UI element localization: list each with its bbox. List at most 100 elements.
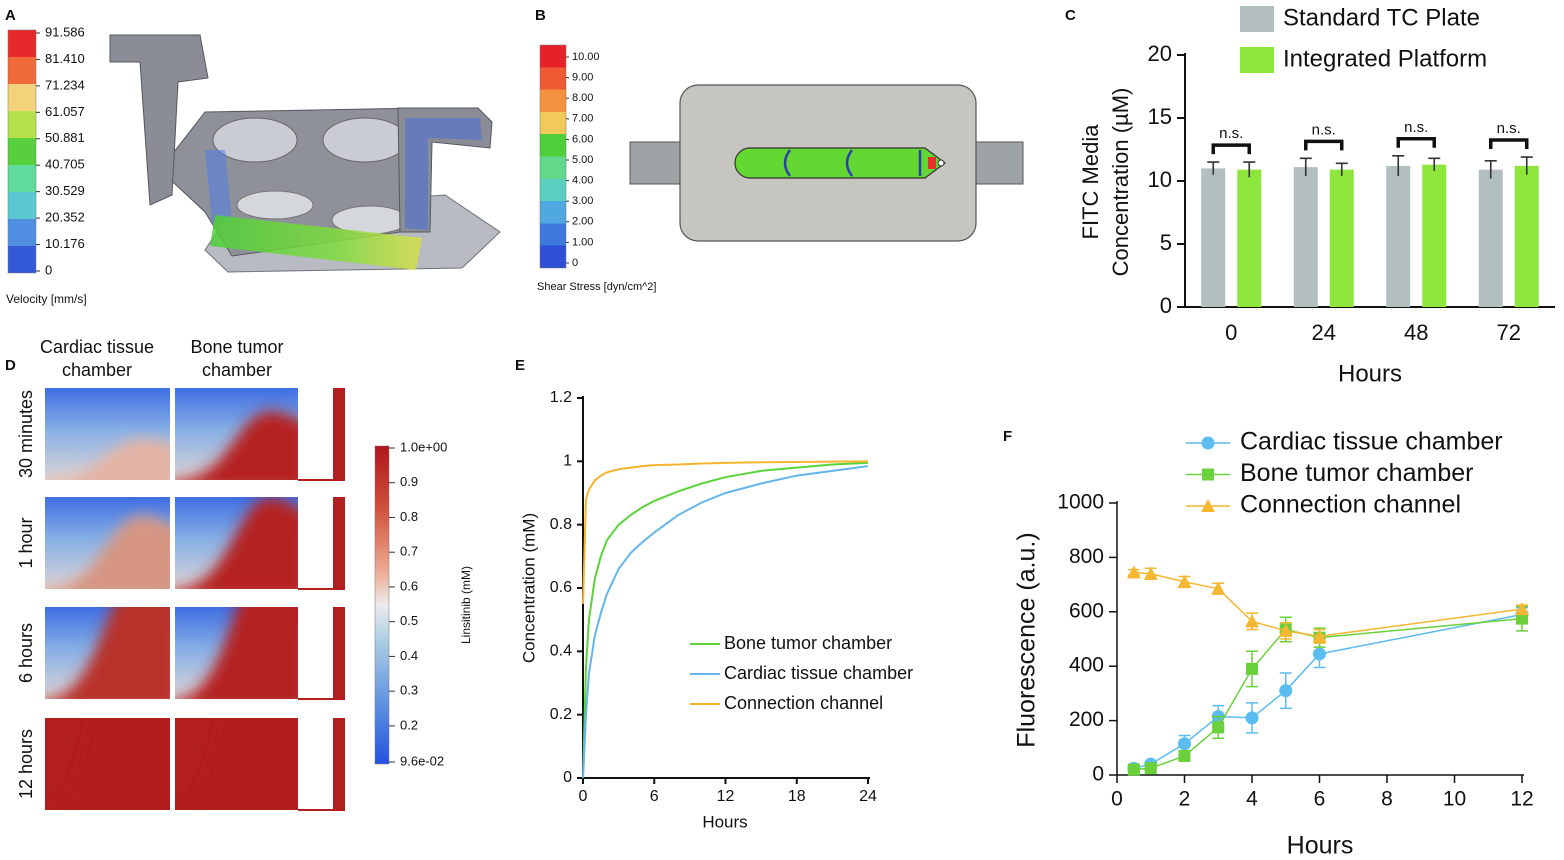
legend-label: Integrated Platform bbox=[1283, 45, 1487, 72]
series-line bbox=[1133, 571, 1523, 638]
colorbar-tick-label: 3.00 bbox=[572, 195, 593, 207]
colorbar-tick-label: 8.00 bbox=[572, 92, 593, 104]
colorbar-title: Shear Stress [dyn/cm^2] bbox=[537, 281, 657, 293]
significance-label: n.s. bbox=[1312, 121, 1336, 138]
y-tick-label: 1.2 bbox=[550, 389, 572, 406]
bar bbox=[1237, 169, 1262, 307]
colorbar-tick-label: 10.176 bbox=[45, 236, 85, 251]
colorbar-tick-label: 0.7 bbox=[400, 544, 418, 559]
y-tick-label: 10 bbox=[1148, 167, 1172, 192]
diffusion-front bbox=[175, 497, 298, 589]
colorbar-tick-label: 81.410 bbox=[45, 51, 85, 66]
panel-label: E bbox=[515, 357, 525, 374]
marker bbox=[1178, 749, 1191, 762]
colorbar-tick-label: 6.00 bbox=[572, 133, 593, 145]
colorbar-tick-label: 20.352 bbox=[45, 210, 85, 225]
x-tick-label: 4 bbox=[1246, 787, 1258, 810]
marker bbox=[1127, 763, 1140, 776]
error-bar bbox=[1335, 162, 1348, 176]
colorbar-tick-label: 0.6 bbox=[400, 578, 418, 593]
colorbar-tick-label: 1.0e+00 bbox=[400, 439, 447, 454]
error-bar bbox=[1207, 161, 1220, 175]
device-render bbox=[109, 34, 501, 273]
series-line bbox=[582, 460, 869, 604]
y-tick-label: 400 bbox=[1069, 654, 1104, 677]
error-bar bbox=[1299, 157, 1312, 176]
x-tick-label: 18 bbox=[788, 788, 806, 805]
diffusion-front bbox=[175, 718, 298, 810]
diffusion-front bbox=[175, 411, 298, 480]
x-tick-label: 0 bbox=[1225, 320, 1237, 345]
column-header: chamber bbox=[202, 360, 272, 380]
significance-bracket bbox=[1211, 143, 1251, 155]
bar bbox=[1329, 169, 1354, 307]
concentration-map bbox=[175, 607, 298, 699]
colorbar-tick-label: 4.00 bbox=[572, 175, 593, 187]
panel-label: A bbox=[5, 7, 16, 24]
colorbar-tick-label: 2.00 bbox=[572, 216, 593, 228]
y-tick-label: 0.8 bbox=[550, 516, 572, 533]
colorbar-tick-label: 61.057 bbox=[45, 104, 85, 119]
y-tick-label: 0 bbox=[1160, 293, 1172, 318]
x-tick-label: 10 bbox=[1443, 787, 1466, 810]
x-tick-label: 8 bbox=[1381, 787, 1393, 810]
y-axis-label: Concentration (mM) bbox=[519, 513, 538, 663]
colorbar-tick-label: 0 bbox=[45, 262, 52, 277]
legend-marker bbox=[1202, 468, 1214, 481]
colorbar-tick-label: 0.5 bbox=[400, 613, 418, 628]
colorbar-tick-label: 91.586 bbox=[45, 24, 85, 39]
y-tick-label: 0 bbox=[1092, 763, 1104, 786]
legend-label: Connection channel bbox=[724, 693, 883, 713]
marker bbox=[1126, 565, 1141, 579]
colorbar bbox=[374, 445, 390, 765]
y-tick-label: 0.2 bbox=[550, 706, 572, 723]
legend-label: Bone tumor chamber bbox=[1240, 459, 1473, 487]
marker bbox=[1211, 581, 1226, 595]
x-tick-label: 2 bbox=[1179, 787, 1191, 810]
y-tick-label: 200 bbox=[1069, 708, 1104, 731]
row-label: 1 hour bbox=[16, 517, 36, 568]
colorbar-tick-label: 50.881 bbox=[45, 130, 85, 145]
marker bbox=[1178, 737, 1191, 751]
legend-label: Connection channel bbox=[1240, 491, 1461, 519]
y-axis-label: Concentration (µM) bbox=[1108, 88, 1133, 277]
y-tick-label: 1000 bbox=[1057, 491, 1104, 514]
x-tick-label: 24 bbox=[1312, 320, 1336, 345]
colorbar-tick-label: 0.4 bbox=[400, 648, 418, 663]
colorbar-tick-label: 0.2 bbox=[400, 717, 418, 732]
marker bbox=[1245, 711, 1259, 725]
diffusion-front bbox=[45, 438, 170, 480]
marker bbox=[1177, 574, 1192, 588]
error-bar bbox=[1484, 160, 1497, 179]
error-bar bbox=[1428, 157, 1441, 171]
bar bbox=[1386, 165, 1411, 307]
concentration-map bbox=[175, 497, 298, 589]
column-header: chamber bbox=[62, 360, 132, 380]
colorbar-tick-label: 0 bbox=[572, 257, 578, 269]
x-tick-label: 6 bbox=[650, 788, 659, 805]
x-tick-label: 12 bbox=[1510, 787, 1533, 810]
legend-marker bbox=[1201, 499, 1215, 512]
legend-label: Cardiac tissue chamber bbox=[1240, 428, 1503, 456]
concentration-map bbox=[45, 607, 170, 699]
x-tick-label: 0 bbox=[579, 788, 588, 805]
x-tick-label: 24 bbox=[859, 788, 877, 805]
bar bbox=[1514, 165, 1539, 307]
y-tick-label: 0.4 bbox=[550, 643, 572, 660]
colorbar-tick-label: 1.00 bbox=[572, 236, 593, 248]
y-tick-label: 20 bbox=[1148, 41, 1172, 66]
bar bbox=[1422, 164, 1447, 307]
channel-map bbox=[333, 497, 345, 589]
row-label: 6 hours bbox=[16, 623, 36, 683]
marker bbox=[1313, 647, 1326, 661]
x-axis-label: Hours bbox=[1338, 360, 1402, 387]
diffusion-front bbox=[45, 718, 170, 810]
channel-map bbox=[333, 718, 345, 810]
channel-map bbox=[333, 607, 345, 699]
x-tick-label: 6 bbox=[1314, 787, 1326, 810]
colorbar-tick-label: 10.00 bbox=[572, 51, 600, 63]
colorbar-title: Velocity [mm/s] bbox=[6, 292, 87, 306]
legend-marker bbox=[1201, 436, 1215, 450]
panel-label: B bbox=[535, 7, 546, 24]
